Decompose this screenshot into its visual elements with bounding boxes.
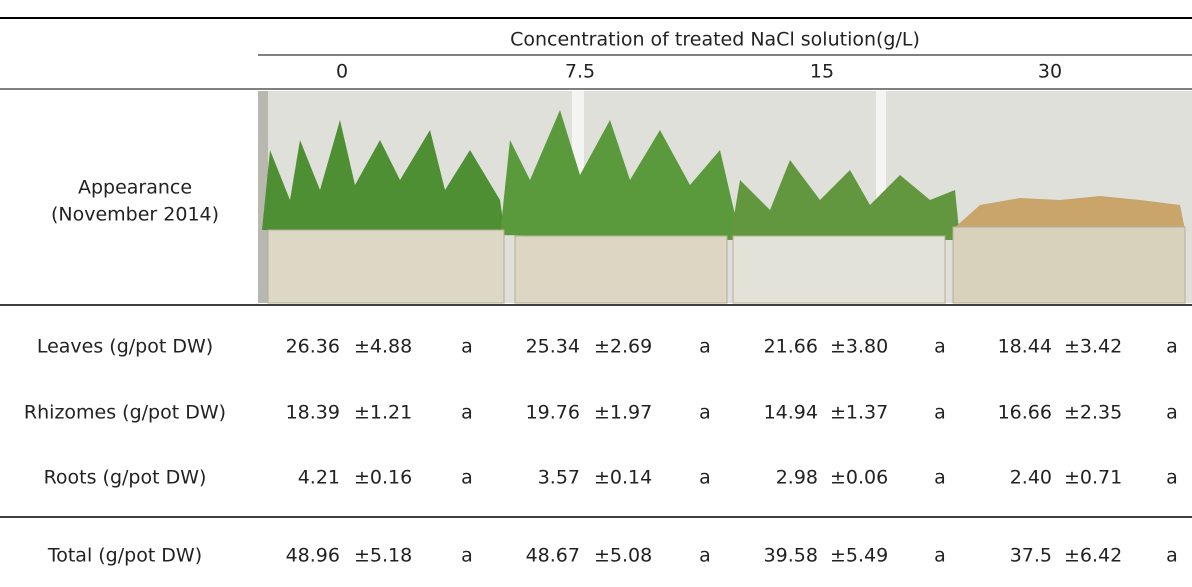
letter: a [1166, 336, 1178, 358]
sd: ±0.71 [1064, 467, 1122, 489]
letter: a [699, 545, 711, 567]
mean: 4.21 [298, 467, 340, 489]
sd: ±4.88 [354, 336, 412, 358]
column-header: 15 [810, 61, 834, 83]
row-label: Roots (g/pot DW) [44, 467, 207, 489]
row-label: Rhizomes (g/pot DW) [24, 402, 226, 424]
sd: ±2.69 [594, 336, 652, 358]
mean: 37.5 [1010, 545, 1052, 567]
mean: 2.40 [1010, 467, 1052, 489]
mean: 2.98 [776, 467, 818, 489]
letter: a [1166, 467, 1178, 489]
row-label: Total (g/pot DW) [47, 545, 202, 567]
letter: a [699, 402, 711, 424]
mean: 16.66 [998, 402, 1052, 424]
mean: 18.39 [286, 402, 340, 424]
sd: ±1.21 [354, 402, 412, 424]
mean: 25.34 [526, 336, 580, 358]
mean: 48.67 [526, 545, 580, 567]
mean: 48.96 [286, 545, 340, 567]
sd: ±5.49 [830, 545, 888, 567]
letter: a [461, 467, 473, 489]
letter: a [934, 402, 946, 424]
column-header: 30 [1038, 61, 1062, 83]
row-label: (November 2014) [51, 204, 219, 226]
column-header: 0 [336, 61, 348, 83]
letter: a [699, 336, 711, 358]
photo [258, 91, 1192, 303]
sd: ±5.18 [354, 545, 412, 567]
sd: ±0.14 [594, 467, 652, 489]
mean: 26.36 [286, 336, 340, 358]
letter: a [699, 467, 711, 489]
sd: ±0.16 [354, 467, 412, 489]
row-label: Appearance [78, 177, 192, 199]
letter: a [934, 336, 946, 358]
sd: ±3.42 [1064, 336, 1122, 358]
sd: ±6.42 [1064, 545, 1122, 567]
letter: a [461, 402, 473, 424]
header: Concentration of treated NaCl solution(g… [510, 29, 920, 51]
sd: ±1.97 [594, 402, 652, 424]
column-header: 7.5 [565, 61, 595, 83]
mean: 18.44 [998, 336, 1052, 358]
sd: ±2.35 [1064, 402, 1122, 424]
letter: a [934, 545, 946, 567]
row-label: Leaves (g/pot DW) [37, 336, 213, 358]
mean: 21.66 [764, 336, 818, 358]
letter: a [461, 336, 473, 358]
letter: a [1166, 545, 1178, 567]
sd: ±0.06 [830, 467, 888, 489]
sd: ±5.08 [594, 545, 652, 567]
letter: a [1166, 402, 1178, 424]
mean: 14.94 [764, 402, 818, 424]
letter: a [934, 467, 946, 489]
sd: ±3.80 [830, 336, 888, 358]
table: Concentration of treated NaCl solution(g… [0, 0, 1192, 583]
sd: ±1.37 [830, 402, 888, 424]
mean: 39.58 [764, 545, 818, 567]
mean: 3.57 [538, 467, 580, 489]
letter: a [461, 545, 473, 567]
mean: 19.76 [526, 402, 580, 424]
